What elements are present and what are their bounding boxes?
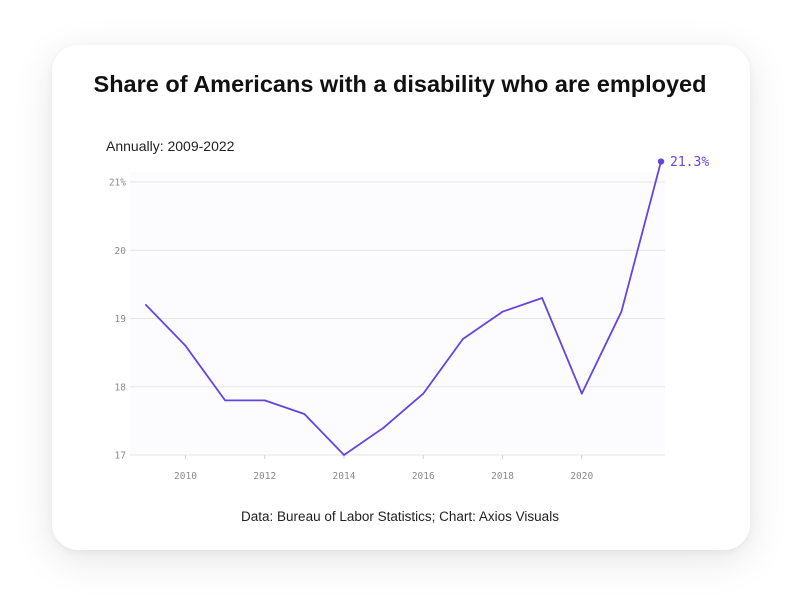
chart-subtitle: Annually: 2009-2022 — [106, 138, 235, 154]
data-point-2021 — [620, 310, 623, 313]
y-tick-label: 19 — [115, 314, 127, 325]
y-tick-label: 21% — [109, 178, 126, 189]
data-point-2014 — [343, 454, 345, 456]
plot-background — [130, 172, 665, 455]
data-point-2016 — [422, 392, 425, 395]
end-value-label: 21.3% — [670, 155, 709, 170]
data-point-2018 — [501, 310, 504, 313]
end-point-marker — [657, 158, 665, 165]
y-axis-ticks: 17 18 19 20 21% — [109, 178, 126, 462]
y-tick-label: 20 — [115, 246, 127, 257]
data-points — [145, 160, 662, 456]
grid-lines — [130, 181, 665, 456]
data-point-2010 — [184, 345, 187, 347]
data-point-2012 — [263, 399, 266, 402]
series-line — [145, 161, 662, 456]
data-point-2011 — [224, 399, 226, 402]
data-point-2017 — [462, 338, 464, 340]
source-note: Data: Bureau of Labor Statistics; Chart:… — [241, 509, 559, 524]
data-point-2009 — [145, 304, 147, 306]
x-tick-label: 2012 — [253, 471, 276, 482]
chart-title: Share of Americans with a disability who… — [93, 71, 707, 97]
data-point-2015 — [382, 426, 385, 429]
x-tick-label: 2018 — [491, 471, 514, 482]
data-point-2020 — [580, 392, 583, 395]
data-point-2013 — [303, 413, 306, 415]
x-tick-label: 2014 — [333, 471, 356, 482]
data-point-2019 — [541, 297, 543, 299]
x-tick-label: 2016 — [412, 471, 435, 482]
y-tick-label: 18 — [115, 382, 127, 393]
y-tick-label: 17 — [115, 451, 126, 462]
x-tick-label: 2010 — [174, 471, 197, 482]
x-tick-label: 2020 — [570, 471, 593, 482]
x-axis-ticks: 2010 2012 2014 2016 2018 2020 — [174, 455, 593, 482]
